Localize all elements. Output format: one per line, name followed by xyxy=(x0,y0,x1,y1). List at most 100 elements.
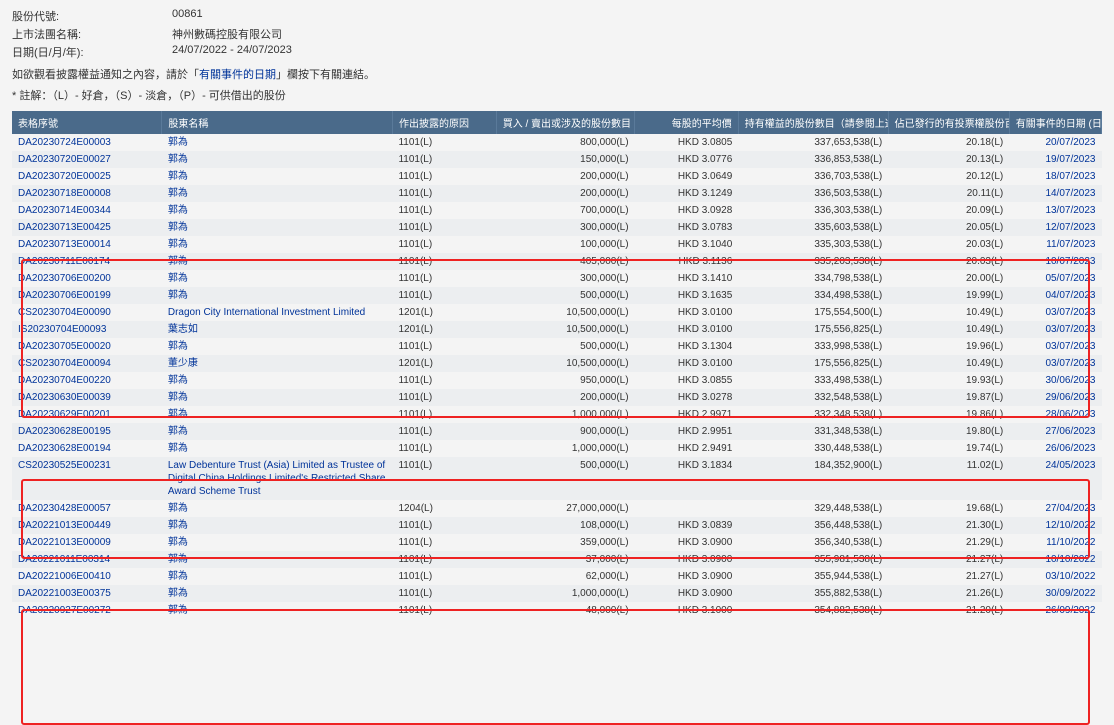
cell-date[interactable]: 30/06/2023 xyxy=(1009,372,1101,389)
cell-reason: 1101(L) xyxy=(392,585,496,602)
col-shares[interactable]: 買入 / 賣出或涉及的股份數目 xyxy=(496,111,634,134)
cell-date[interactable]: 24/05/2023 xyxy=(1009,457,1101,500)
cell-form-id[interactable]: IS20230704E00093 xyxy=(12,321,162,338)
cell-price: HKD 2.9951 xyxy=(635,423,739,440)
cell-form-id[interactable]: DA20230720E00027 xyxy=(12,151,162,168)
cell-holder[interactable]: 郭為 xyxy=(162,602,393,619)
cell-pct: 21.29(L) xyxy=(888,534,1009,551)
cell-holder[interactable]: 郭為 xyxy=(162,440,393,457)
cell-price: HKD 3.1000 xyxy=(635,602,739,619)
table-row: DA20230724E00003郭為1101(L)800,000(L)HKD 3… xyxy=(12,134,1102,151)
cell-date[interactable]: 11/10/2022 xyxy=(1009,534,1101,551)
cell-holder[interactable]: 郭為 xyxy=(162,534,393,551)
cell-holder[interactable]: 郭為 xyxy=(162,151,393,168)
cell-form-id[interactable]: DA20230724E00003 xyxy=(12,134,162,151)
cell-form-id[interactable]: CS20230525E00231 xyxy=(12,457,162,500)
cell-form-id[interactable]: DA20230428E00057 xyxy=(12,500,162,517)
cell-date[interactable]: 30/09/2022 xyxy=(1009,585,1101,602)
cell-date[interactable]: 14/07/2023 xyxy=(1009,185,1101,202)
cell-reason: 1201(L) xyxy=(392,304,496,321)
cell-holder[interactable]: 郭為 xyxy=(162,500,393,517)
cell-form-id[interactable]: DA20221003E00375 xyxy=(12,585,162,602)
cell-form-id[interactable]: DA20230628E00195 xyxy=(12,423,162,440)
cell-date[interactable]: 18/07/2023 xyxy=(1009,168,1101,185)
cell-holder[interactable]: 郭為 xyxy=(162,253,393,270)
cell-holder[interactable]: 郭為 xyxy=(162,287,393,304)
cell-date[interactable]: 03/07/2023 xyxy=(1009,355,1101,372)
cell-holder[interactable]: Law Debenture Trust (Asia) Limited as Tr… xyxy=(162,457,393,500)
cell-form-id[interactable]: DA20221013E00449 xyxy=(12,517,162,534)
cell-holder[interactable]: 郭為 xyxy=(162,236,393,253)
cell-reason: 1101(L) xyxy=(392,134,496,151)
cell-holder[interactable]: 郭為 xyxy=(162,202,393,219)
cell-date[interactable]: 28/06/2023 xyxy=(1009,406,1101,423)
col-reason[interactable]: 作出披露的原因 xyxy=(392,111,496,134)
cell-date[interactable]: 27/06/2023 xyxy=(1009,423,1101,440)
cell-holder[interactable]: 郭為 xyxy=(162,585,393,602)
cell-pct: 20.18(L) xyxy=(888,134,1009,151)
col-pct[interactable]: 佔已發行的有投票權股份百分比（%） xyxy=(888,111,1009,134)
cell-date[interactable]: 27/04/2023 xyxy=(1009,500,1101,517)
cell-shares: 100,000(L) xyxy=(496,236,634,253)
cell-form-id[interactable]: DA20230705E00020 xyxy=(12,338,162,355)
cell-form-id[interactable]: DA20230714E00344 xyxy=(12,202,162,219)
col-interest[interactable]: 持有權益的股份數目（請參閱上述 * 註解） xyxy=(738,111,888,134)
cell-form-id[interactable]: DA20230713E00014 xyxy=(12,236,162,253)
cell-holder[interactable]: Dragon City International Investment Lim… xyxy=(162,304,393,321)
cell-date[interactable]: 29/06/2023 xyxy=(1009,389,1101,406)
cell-form-id[interactable]: DA20221006E00410 xyxy=(12,568,162,585)
notice-link[interactable]: 有關事件的日期 xyxy=(199,69,276,81)
cell-form-id[interactable]: CS20230704E00090 xyxy=(12,304,162,321)
cell-form-id[interactable]: DA20230720E00025 xyxy=(12,168,162,185)
cell-holder[interactable]: 郭為 xyxy=(162,517,393,534)
cell-form-id[interactable]: DA20230629E00201 xyxy=(12,406,162,423)
cell-holder[interactable]: 郭為 xyxy=(162,389,393,406)
cell-form-id[interactable]: CS20230704E00094 xyxy=(12,355,162,372)
cell-date[interactable]: 03/07/2023 xyxy=(1009,304,1101,321)
cell-form-id[interactable]: DA20230706E00199 xyxy=(12,287,162,304)
cell-date[interactable]: 10/07/2023 xyxy=(1009,253,1101,270)
cell-holder[interactable]: 郭為 xyxy=(162,423,393,440)
cell-holder[interactable]: 郭為 xyxy=(162,134,393,151)
cell-date[interactable]: 19/07/2023 xyxy=(1009,151,1101,168)
cell-date[interactable]: 05/07/2023 xyxy=(1009,270,1101,287)
col-price[interactable]: 每股的平均價 xyxy=(635,111,739,134)
cell-date[interactable]: 03/07/2023 xyxy=(1009,338,1101,355)
cell-date[interactable]: 03/07/2023 xyxy=(1009,321,1101,338)
col-form-id[interactable]: 表格序號 xyxy=(12,111,162,134)
cell-date[interactable]: 26/09/2022 xyxy=(1009,602,1101,619)
cell-holder[interactable]: 郭為 xyxy=(162,168,393,185)
col-holder[interactable]: 股東名稱 xyxy=(162,111,393,134)
cell-form-id[interactable]: DA20230713E00425 xyxy=(12,219,162,236)
cell-holder[interactable]: 郭為 xyxy=(162,270,393,287)
col-date[interactable]: 有關事件的日期 (日/月/年) xyxy=(1009,111,1101,134)
cell-holder[interactable]: 郭為 xyxy=(162,568,393,585)
cell-holder[interactable]: 郭為 xyxy=(162,372,393,389)
cell-form-id[interactable]: DA20221013E00009 xyxy=(12,534,162,551)
cell-date[interactable]: 20/07/2023 xyxy=(1009,134,1101,151)
cell-form-id[interactable]: DA20220927E00272 xyxy=(12,602,162,619)
cell-holder[interactable]: 郭為 xyxy=(162,551,393,568)
cell-date[interactable]: 03/10/2022 xyxy=(1009,568,1101,585)
cell-date[interactable]: 26/06/2023 xyxy=(1009,440,1101,457)
cell-form-id[interactable]: DA20230718E00008 xyxy=(12,185,162,202)
cell-holder[interactable]: 郭為 xyxy=(162,219,393,236)
cell-holder[interactable]: 董少康 xyxy=(162,355,393,372)
cell-form-id[interactable]: DA20230711E00174 xyxy=(12,253,162,270)
cell-date[interactable]: 10/10/2022 xyxy=(1009,551,1101,568)
cell-date[interactable]: 13/07/2023 xyxy=(1009,202,1101,219)
cell-holder[interactable]: 葉志如 xyxy=(162,321,393,338)
cell-holder[interactable]: 郭為 xyxy=(162,185,393,202)
cell-interest: 332,348,538(L) xyxy=(738,406,888,423)
cell-date[interactable]: 12/07/2023 xyxy=(1009,219,1101,236)
cell-form-id[interactable]: DA20230704E00220 xyxy=(12,372,162,389)
cell-form-id[interactable]: DA20221011E00314 xyxy=(12,551,162,568)
cell-date[interactable]: 11/07/2023 xyxy=(1009,236,1101,253)
cell-holder[interactable]: 郭為 xyxy=(162,406,393,423)
cell-form-id[interactable]: DA20230706E00200 xyxy=(12,270,162,287)
cell-date[interactable]: 12/10/2022 xyxy=(1009,517,1101,534)
cell-form-id[interactable]: DA20230630E00039 xyxy=(12,389,162,406)
cell-holder[interactable]: 郭為 xyxy=(162,338,393,355)
cell-form-id[interactable]: DA20230628E00194 xyxy=(12,440,162,457)
cell-date[interactable]: 04/07/2023 xyxy=(1009,287,1101,304)
